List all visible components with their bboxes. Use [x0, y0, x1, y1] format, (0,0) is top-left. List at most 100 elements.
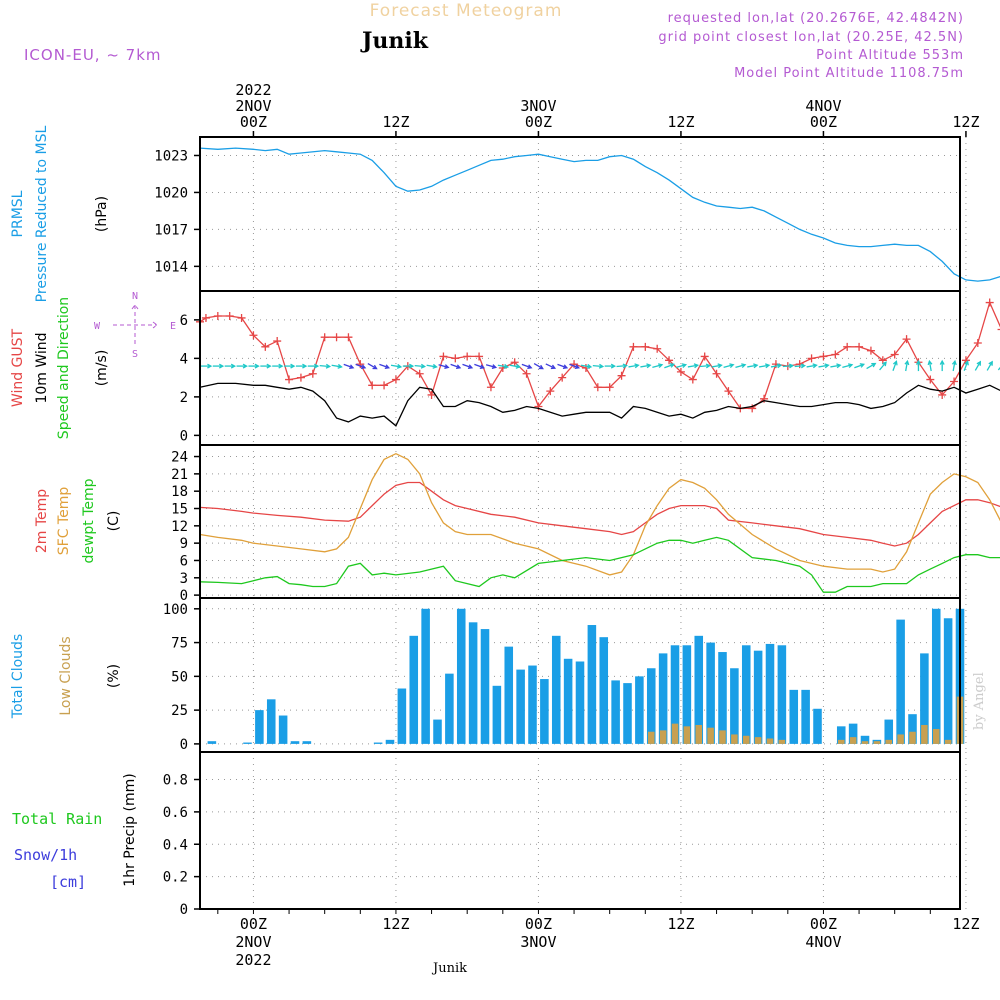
- total-cloud-bar: [920, 653, 929, 744]
- wind-arrow-head: [254, 363, 260, 369]
- wind-arrow: [509, 363, 521, 369]
- total-cloud-bar: [409, 635, 419, 744]
- low-cloud-bar: [719, 730, 726, 744]
- bottom-time-label: 12Z: [667, 915, 694, 933]
- gust-marker: [676, 367, 685, 376]
- wind-arrow: [521, 363, 533, 370]
- gust-marker: [344, 333, 353, 342]
- low-cloud-bar: [647, 731, 655, 744]
- total-cloud-bar: [646, 668, 656, 744]
- wind-arrow-shaft: [759, 364, 770, 368]
- wind-arrow-shaft: [854, 363, 864, 369]
- wind-arrow: [390, 363, 403, 369]
- total-cloud-bar: [551, 635, 561, 744]
- low-cloud-bar: [683, 726, 691, 744]
- wind-arrow: [759, 363, 771, 369]
- wind-arrow-head: [242, 363, 248, 369]
- wind-arrow-shaft: [569, 363, 579, 369]
- wind-arrow-head: [927, 359, 933, 366]
- wind-arrow: [284, 363, 296, 369]
- wind-arrow: [974, 360, 981, 371]
- gust-marker: [296, 373, 305, 382]
- wind-arrow-head: [788, 363, 795, 369]
- wind-arrow-shaft: [616, 364, 627, 368]
- total-cloud-bar: [504, 646, 514, 744]
- bottom-time-label: 00Z: [525, 915, 552, 933]
- wind-arrow-shaft: [343, 363, 354, 369]
- top-time-label: 3NOV: [520, 97, 556, 115]
- total-cloud-bar: [373, 742, 383, 744]
- wind-arrow: [438, 364, 450, 369]
- low-cloud-bar: [707, 727, 714, 744]
- y-tick-label: 6: [180, 553, 188, 569]
- wind-arrow-head: [634, 363, 640, 369]
- gust-marker: [997, 328, 1000, 331]
- y-tick-label: 25: [171, 703, 188, 719]
- total-cloud-bar: [468, 622, 478, 744]
- wind-arrow-shaft: [331, 364, 342, 368]
- location-name: Junik: [360, 28, 429, 54]
- gust-marker: [368, 381, 377, 390]
- gust-marker: [451, 354, 460, 363]
- bottom-time-label: 00Z: [240, 915, 267, 933]
- wind-arrow-shaft: [521, 363, 532, 369]
- wind-arrow-shaft: [355, 363, 366, 369]
- total-cloud-bar: [456, 608, 466, 744]
- wind-arrow-head: [574, 364, 581, 370]
- wind-arrow-shaft: [367, 363, 377, 370]
- compass-cross: [113, 304, 158, 345]
- wind-arrow-shaft: [770, 364, 781, 368]
- wind-arrow-shaft: [830, 364, 841, 368]
- bottom-time-label: 2022: [235, 951, 271, 969]
- wind-arrow: [569, 363, 581, 370]
- total-cloud-bar: [765, 643, 775, 744]
- wind-arrow-shaft: [687, 364, 698, 368]
- axis-label: Speed and Direction: [56, 297, 72, 439]
- low-cloud-bar: [695, 724, 703, 744]
- y-tick-label: 15: [171, 502, 188, 518]
- wind-arrow-shaft: [782, 364, 793, 368]
- gust-marker: [748, 404, 757, 413]
- wind-arrow-head: [420, 363, 427, 369]
- bottom-time-label: 2NOV: [235, 933, 271, 951]
- gust-marker: [617, 371, 626, 380]
- wind-arrow-shaft: [723, 364, 734, 368]
- y-tick-label: 2: [180, 390, 188, 406]
- wind-arrow-head: [444, 364, 450, 369]
- gust-marker: [391, 375, 400, 384]
- wind-arrow-head: [847, 363, 854, 369]
- axis-label: dewpt Temp: [81, 478, 97, 563]
- compass-n: N: [132, 291, 138, 302]
- wind-arrow-shaft: [997, 366, 1000, 371]
- wind-arrow: [616, 363, 628, 369]
- gust-marker: [380, 381, 389, 390]
- bottom-time-label: 12Z: [382, 915, 409, 933]
- total-cloud-bar: [563, 658, 573, 744]
- y-tick-label: 24: [171, 450, 188, 466]
- model-altitude: Model Point Altitude 1108.75m: [734, 66, 964, 81]
- total-cloud-bar: [943, 618, 953, 744]
- wind-arrow: [939, 359, 945, 372]
- total-cloud-bar: [730, 668, 739, 744]
- wind-arrow-shaft: [379, 363, 389, 369]
- gust-marker: [486, 383, 495, 392]
- wind-arrow: [474, 363, 486, 370]
- low-cloud-bar: [766, 738, 774, 744]
- y-tick-label: 0: [180, 737, 188, 753]
- wind-arrow: [927, 359, 933, 372]
- wind-arrow-head: [939, 359, 945, 365]
- wind-arrow-head: [218, 363, 225, 369]
- top-time-label: 00Z: [525, 113, 552, 131]
- series-line-prmsl: [199, 147, 1000, 282]
- wind-arrow-shaft: [450, 363, 461, 369]
- y-tick-label: 100: [163, 602, 188, 618]
- low-cloud-bar: [671, 723, 679, 744]
- low-cloud-bar: [659, 730, 667, 744]
- wind-arrow-shaft: [879, 361, 887, 371]
- total-cloud-bar: [302, 741, 312, 744]
- total-cloud-bar: [421, 608, 430, 744]
- wind-arrow: [794, 363, 807, 369]
- gust-marker: [285, 375, 294, 384]
